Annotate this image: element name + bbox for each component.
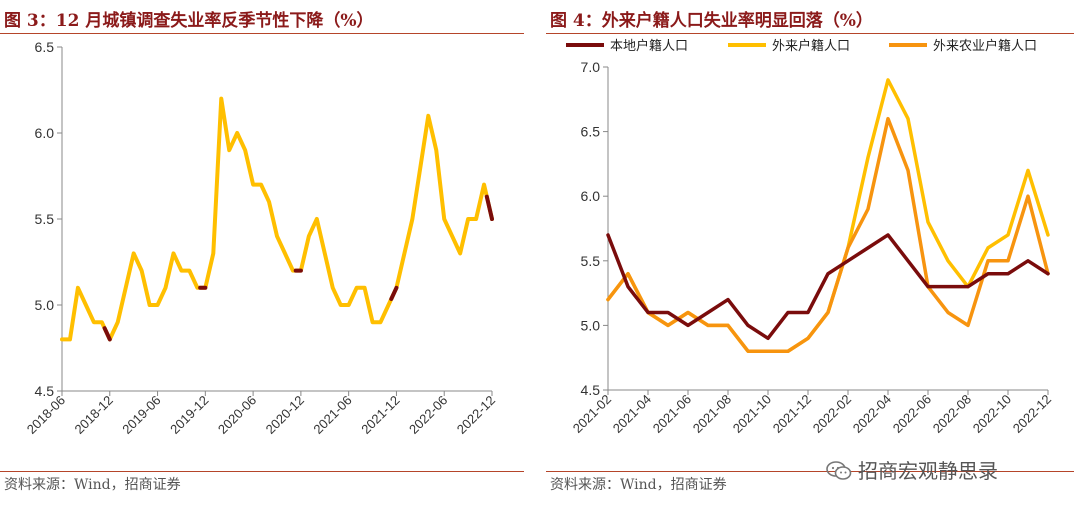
x-tick-label: 2020-06 (215, 393, 259, 437)
december-highlight-segment (102, 326, 112, 342)
y-tick-label: 6.5 (581, 124, 601, 140)
x-tick-label: 2021-12 (358, 393, 402, 437)
x-tick-label: 2022-12 (1010, 392, 1054, 436)
right-source: 资料来源：Wind，招商证券 (550, 477, 727, 493)
x-tick-label: 2021-06 (650, 392, 694, 436)
left-source: 资料来源：Wind，招商证券 (4, 477, 181, 493)
left-source-rule (0, 471, 524, 472)
x-tick-label: 2021-06 (310, 393, 354, 437)
x-tick-label: 2018-06 (24, 393, 68, 437)
y-tick-label: 5.0 (35, 297, 55, 313)
x-tick-label: 2018-12 (72, 393, 116, 437)
y-tick-label: 5.5 (581, 253, 601, 269)
x-tick-label: 2022-08 (930, 392, 974, 436)
x-tick-label: 2019-06 (119, 393, 163, 437)
watermark-text: 招商宏观静思录 (858, 459, 998, 483)
x-tick-label: 2022-06 (890, 392, 934, 436)
y-tick-label: 6.0 (35, 125, 55, 141)
x-tick-label: 2022-12 (454, 393, 498, 437)
x-tick-label: 2022-02 (810, 392, 854, 436)
left-chart: 4.5 5.0 5.5 6.0 6.5 2018-06 2018-12 2019-06 2019… (24, 39, 498, 437)
right-chart: 4.55.05.56.06.57.02021-022021-042021-062… (566, 38, 1054, 436)
y-tick-label: 5.5 (35, 211, 55, 227)
series-line-migrant-agri (606, 116, 1050, 353)
x-tick-label: 2020-12 (263, 393, 307, 437)
y-tick-label: 4.5 (581, 382, 601, 398)
x-tick-label: 2021-02 (570, 392, 614, 436)
left-figure: 图 3：12 月城镇调查失业率反季节性下降（%） 4.5 5.0 5.5 6.0 6.5… (0, 0, 530, 516)
legend-label: 本地户籍人口 (610, 38, 688, 54)
x-tick-label: 2019-12 (167, 393, 211, 437)
left-title-rule (0, 33, 524, 34)
y-tick-label: 6.0 (581, 188, 601, 204)
x-tick-label: 2022-06 (406, 393, 450, 437)
y-tick-label: 6.5 (35, 39, 55, 55)
y-tick-label: 7.0 (581, 59, 601, 75)
watermark: 招商宏观静思录 (826, 455, 998, 484)
right-title-rule (546, 33, 1074, 34)
december-highlight-segment (389, 285, 399, 301)
legend-label: 外来农业户籍人口 (933, 38, 1037, 54)
series-line-local (606, 233, 1050, 341)
right-figure: 图 4：外来户籍人口失业率明显回落（%） 4.5 5.0 5.5 6.0 6.5 7.0 2… (546, 0, 1080, 516)
right-source-rule (546, 471, 1074, 472)
december-highlight-segment (484, 194, 494, 221)
x-tick-label: 2021-04 (610, 392, 654, 436)
x-tick-label: 2022-10 (970, 392, 1014, 436)
y-tick-label: 5.0 (581, 317, 601, 333)
x-tick-label: 2022-04 (850, 392, 894, 436)
right-figure-title: 图 4：外来户籍人口失业率明显回落（%） (550, 11, 873, 31)
series-line-unemployment-rate (60, 96, 494, 342)
y-tick-label: 4.5 (35, 383, 55, 399)
left-figure-title: 图 3：12 月城镇调查失业率反季节性下降（%） (4, 11, 374, 31)
x-tick-label: 2021-10 (730, 392, 774, 436)
wechat-icon (826, 461, 852, 481)
x-tick-label: 2021-12 (770, 392, 814, 436)
x-tick-label: 2021-08 (690, 392, 734, 436)
legend-label: 外来户籍人口 (772, 38, 850, 54)
